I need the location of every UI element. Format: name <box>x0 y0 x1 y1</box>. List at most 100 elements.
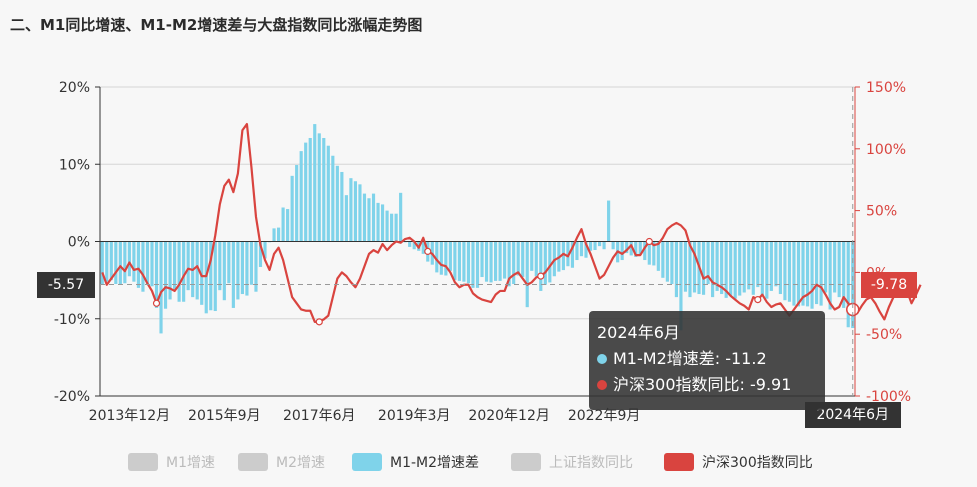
bar[interactable] <box>340 171 344 242</box>
bar[interactable] <box>123 241 127 284</box>
bar[interactable] <box>435 241 439 273</box>
bar[interactable] <box>349 178 353 242</box>
bar[interactable] <box>132 241 136 282</box>
line-path[interactable] <box>101 122 922 323</box>
bar[interactable] <box>548 241 552 283</box>
bar[interactable] <box>358 184 362 242</box>
bar[interactable] <box>182 241 186 302</box>
bar[interactable] <box>195 241 199 300</box>
bar[interactable] <box>109 241 113 281</box>
bar[interactable] <box>444 241 448 276</box>
bar[interactable] <box>692 241 697 293</box>
bar[interactable] <box>299 151 303 242</box>
bar[interactable] <box>466 241 471 284</box>
bar[interactable] <box>453 241 457 281</box>
bar[interactable] <box>810 241 814 309</box>
bar[interactable] <box>706 241 710 284</box>
bar[interactable] <box>566 241 570 267</box>
bar[interactable] <box>674 241 678 298</box>
bar[interactable] <box>159 241 163 334</box>
bar[interactable] <box>173 241 177 291</box>
bar-series-m1-m2[interactable] <box>100 124 855 334</box>
bar[interactable] <box>186 241 190 291</box>
bar[interactable] <box>738 241 742 296</box>
bar[interactable] <box>643 241 647 261</box>
bar[interactable] <box>141 241 145 292</box>
bar[interactable] <box>209 241 213 311</box>
bar[interactable] <box>127 241 131 277</box>
bar[interactable] <box>204 241 208 314</box>
bar[interactable] <box>751 241 755 295</box>
bar[interactable] <box>448 241 452 271</box>
bar[interactable] <box>457 241 461 281</box>
bar[interactable] <box>503 241 507 279</box>
bar[interactable] <box>272 228 276 242</box>
bar[interactable] <box>498 241 502 281</box>
bar[interactable] <box>150 241 154 287</box>
bar[interactable] <box>100 241 104 284</box>
bar[interactable] <box>258 241 263 267</box>
bar[interactable] <box>254 241 258 292</box>
bar[interactable] <box>679 241 683 331</box>
bar[interactable] <box>489 241 493 283</box>
legend-item[interactable]: M1增速 <box>128 449 215 475</box>
bar[interactable] <box>394 213 398 242</box>
bar[interactable] <box>819 241 823 306</box>
bar[interactable] <box>231 241 235 308</box>
bar[interactable] <box>851 241 855 329</box>
bar[interactable] <box>218 241 222 291</box>
legend-item[interactable]: M1-M2增速差 <box>352 449 479 475</box>
bar[interactable] <box>611 241 615 250</box>
legend-item[interactable]: 上证指数同比 <box>511 449 633 475</box>
bar[interactable] <box>286 209 290 242</box>
bar[interactable] <box>494 241 498 281</box>
bar[interactable] <box>625 241 629 254</box>
bar[interactable] <box>561 241 565 271</box>
bar[interactable] <box>656 241 660 271</box>
bar[interactable] <box>471 241 475 288</box>
bar[interactable] <box>439 241 443 275</box>
bar[interactable] <box>769 241 773 291</box>
line-point[interactable] <box>152 299 161 307</box>
bar[interactable] <box>163 241 168 309</box>
bar[interactable] <box>344 195 348 242</box>
bar[interactable] <box>588 241 593 251</box>
bar[interactable] <box>828 241 832 310</box>
bar[interactable] <box>602 241 606 250</box>
line-point[interactable] <box>424 247 432 255</box>
bar[interactable] <box>277 227 281 242</box>
bar[interactable] <box>480 241 484 278</box>
bar[interactable] <box>371 193 376 242</box>
bar[interactable] <box>213 241 217 312</box>
bar[interactable] <box>783 241 787 301</box>
bar[interactable] <box>516 241 520 276</box>
bar[interactable] <box>304 142 308 242</box>
bar[interactable] <box>629 241 633 256</box>
bar[interactable] <box>652 241 656 266</box>
bar[interactable] <box>670 241 674 284</box>
bar[interactable] <box>380 204 385 242</box>
bar[interactable] <box>760 241 764 297</box>
bar[interactable] <box>688 241 692 298</box>
bar[interactable] <box>154 241 159 308</box>
bar[interactable] <box>353 181 358 242</box>
bar[interactable] <box>814 241 819 305</box>
bar[interactable] <box>661 241 665 278</box>
bar[interactable] <box>824 241 828 293</box>
bar[interactable] <box>105 241 109 282</box>
line-point[interactable] <box>315 318 323 326</box>
bar[interactable] <box>335 165 339 242</box>
bar[interactable] <box>701 241 706 295</box>
bar[interactable] <box>281 207 285 242</box>
bar[interactable] <box>521 241 525 278</box>
bar[interactable] <box>842 241 846 308</box>
bar[interactable] <box>805 241 810 307</box>
bar[interactable] <box>177 241 181 302</box>
bar[interactable] <box>665 241 669 282</box>
bar[interactable] <box>412 241 416 250</box>
bar[interactable] <box>597 241 602 247</box>
bar[interactable] <box>638 241 642 255</box>
bar[interactable] <box>227 241 231 284</box>
bar[interactable] <box>295 165 299 242</box>
bar[interactable] <box>475 241 480 288</box>
